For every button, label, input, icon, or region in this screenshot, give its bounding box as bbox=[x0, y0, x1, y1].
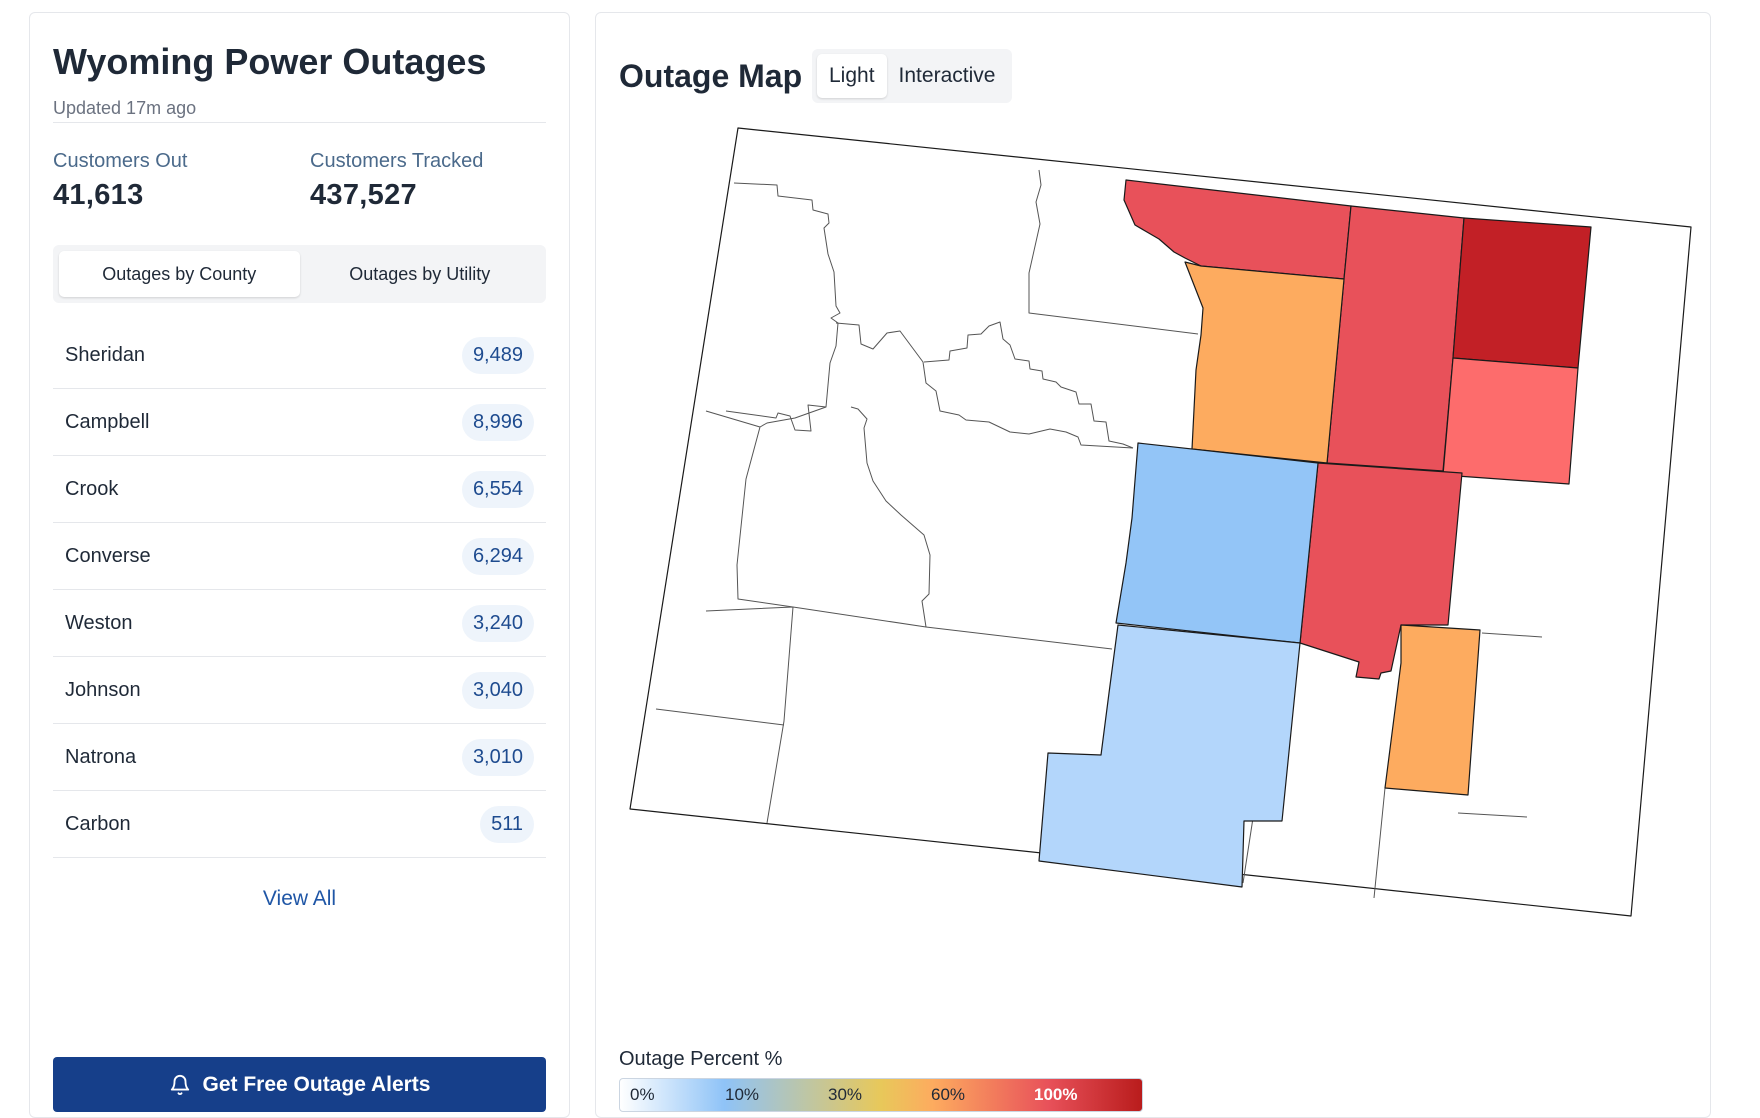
county-name: Weston bbox=[65, 611, 133, 634]
county-weston[interactable] bbox=[1442, 357, 1579, 485]
outage-count-badge: 3,040 bbox=[461, 671, 534, 709]
list-item[interactable]: Natrona 3,010 bbox=[53, 724, 546, 791]
updated-timestamp: Updated 17m ago bbox=[53, 98, 197, 118]
county-boundary bbox=[1028, 169, 1199, 335]
outage-count-badge: 9,489 bbox=[461, 336, 534, 374]
outage-map-panel: Outage Map Light Interactive bbox=[595, 12, 1711, 1118]
legend-tick: 30% bbox=[828, 1085, 863, 1104]
list-item[interactable]: Crook 6,554 bbox=[53, 456, 546, 523]
view-all-link[interactable]: View All bbox=[262, 887, 337, 910]
legend-tick: 60% bbox=[931, 1085, 966, 1104]
page-title: Wyoming Power Outages bbox=[53, 41, 487, 82]
list-item[interactable]: Weston 3,240 bbox=[53, 590, 546, 657]
tab-outages-by-utility[interactable]: Outages by Utility bbox=[349, 263, 491, 284]
county-converse[interactable] bbox=[1299, 462, 1463, 680]
customers-tracked-value: 437,527 bbox=[310, 179, 417, 211]
customers-out-stat: Customers Out 41,613 bbox=[53, 150, 187, 212]
county-name: Carbon bbox=[65, 812, 131, 835]
list-item[interactable]: Campbell 8,996 bbox=[53, 389, 546, 456]
county-boundary bbox=[655, 708, 785, 726]
map-style-interactive[interactable]: Interactive bbox=[898, 64, 996, 87]
legend-tick: 100% bbox=[1034, 1085, 1078, 1104]
customers-out-label: Customers Out bbox=[53, 150, 188, 172]
county-boundary bbox=[923, 321, 1134, 449]
county-boundary bbox=[736, 406, 931, 628]
county-niobrara-region[interactable] bbox=[1384, 624, 1481, 796]
divider bbox=[53, 122, 546, 123]
outage-count-badge: 3,010 bbox=[461, 738, 534, 776]
county-boundary bbox=[925, 626, 1113, 650]
county-name: Sheridan bbox=[65, 343, 146, 366]
county-name: Campbell bbox=[65, 410, 150, 433]
county-boundary bbox=[1457, 812, 1528, 818]
customers-tracked-stat: Customers Tracked 437,527 bbox=[310, 150, 483, 212]
outage-count-badge: 3,240 bbox=[461, 604, 534, 642]
outage-count-badge: 6,554 bbox=[461, 470, 534, 508]
get-alerts-label: Get Free Outage Alerts bbox=[202, 1072, 431, 1096]
county-johnson[interactable] bbox=[1184, 261, 1345, 464]
legend-title: Outage Percent % bbox=[619, 1048, 783, 1070]
get-alerts-button[interactable]: Get Free Outage Alerts bbox=[53, 1057, 546, 1112]
map-style-light[interactable]: Light bbox=[817, 54, 887, 98]
list-item[interactable]: Johnson 3,040 bbox=[53, 657, 546, 724]
outage-count-badge: 6,294 bbox=[461, 537, 534, 575]
county-boundary bbox=[725, 182, 841, 432]
county-boundary bbox=[705, 410, 761, 428]
wyoming-county-map[interactable] bbox=[596, 13, 1710, 1033]
tab-outages-by-county[interactable]: Outages by County bbox=[59, 251, 300, 297]
county-carbon[interactable] bbox=[1038, 624, 1301, 888]
outage-summary-panel: Wyoming Power Outages Updated 17m ago Cu… bbox=[29, 12, 570, 1118]
list-item[interactable]: Sheridan 9,489 bbox=[53, 322, 546, 389]
county-campbell[interactable] bbox=[1326, 205, 1465, 472]
county-boundary bbox=[835, 322, 1134, 449]
county-boundary bbox=[705, 606, 794, 824]
customers-out-value: 41,613 bbox=[53, 179, 144, 211]
county-boundary bbox=[1242, 817, 1254, 884]
outage-percent-legend: 0% 10% 30% 60% 100% bbox=[619, 1078, 1143, 1112]
county-name: Natrona bbox=[65, 745, 137, 768]
outage-tabs: Outages by County Outages by Utility bbox=[53, 245, 546, 303]
list-item[interactable]: Converse 6,294 bbox=[53, 523, 546, 590]
county-natrona[interactable] bbox=[1115, 442, 1319, 644]
outage-count-badge: 511 bbox=[480, 805, 534, 843]
legend-tick: 0% bbox=[630, 1085, 655, 1104]
legend-tick: 10% bbox=[725, 1085, 760, 1104]
outage-count-badge: 8,996 bbox=[461, 403, 534, 441]
map-title: Outage Map bbox=[619, 58, 803, 94]
bell-icon bbox=[170, 1074, 189, 1095]
county-boundary bbox=[1373, 787, 1386, 899]
list-item[interactable]: Carbon 511 bbox=[53, 791, 546, 858]
county-name: Converse bbox=[65, 544, 151, 567]
map-style-toggle: Light Interactive bbox=[812, 49, 1013, 103]
county-crook[interactable] bbox=[1452, 217, 1592, 369]
county-name: Crook bbox=[65, 477, 119, 500]
county-list: Sheridan 9,489 Campbell 8,996 Crook 6,554 C… bbox=[53, 322, 546, 858]
customers-tracked-label: Customers Tracked bbox=[310, 150, 484, 172]
county-name: Johnson bbox=[65, 678, 141, 701]
county-boundary bbox=[1481, 632, 1543, 638]
